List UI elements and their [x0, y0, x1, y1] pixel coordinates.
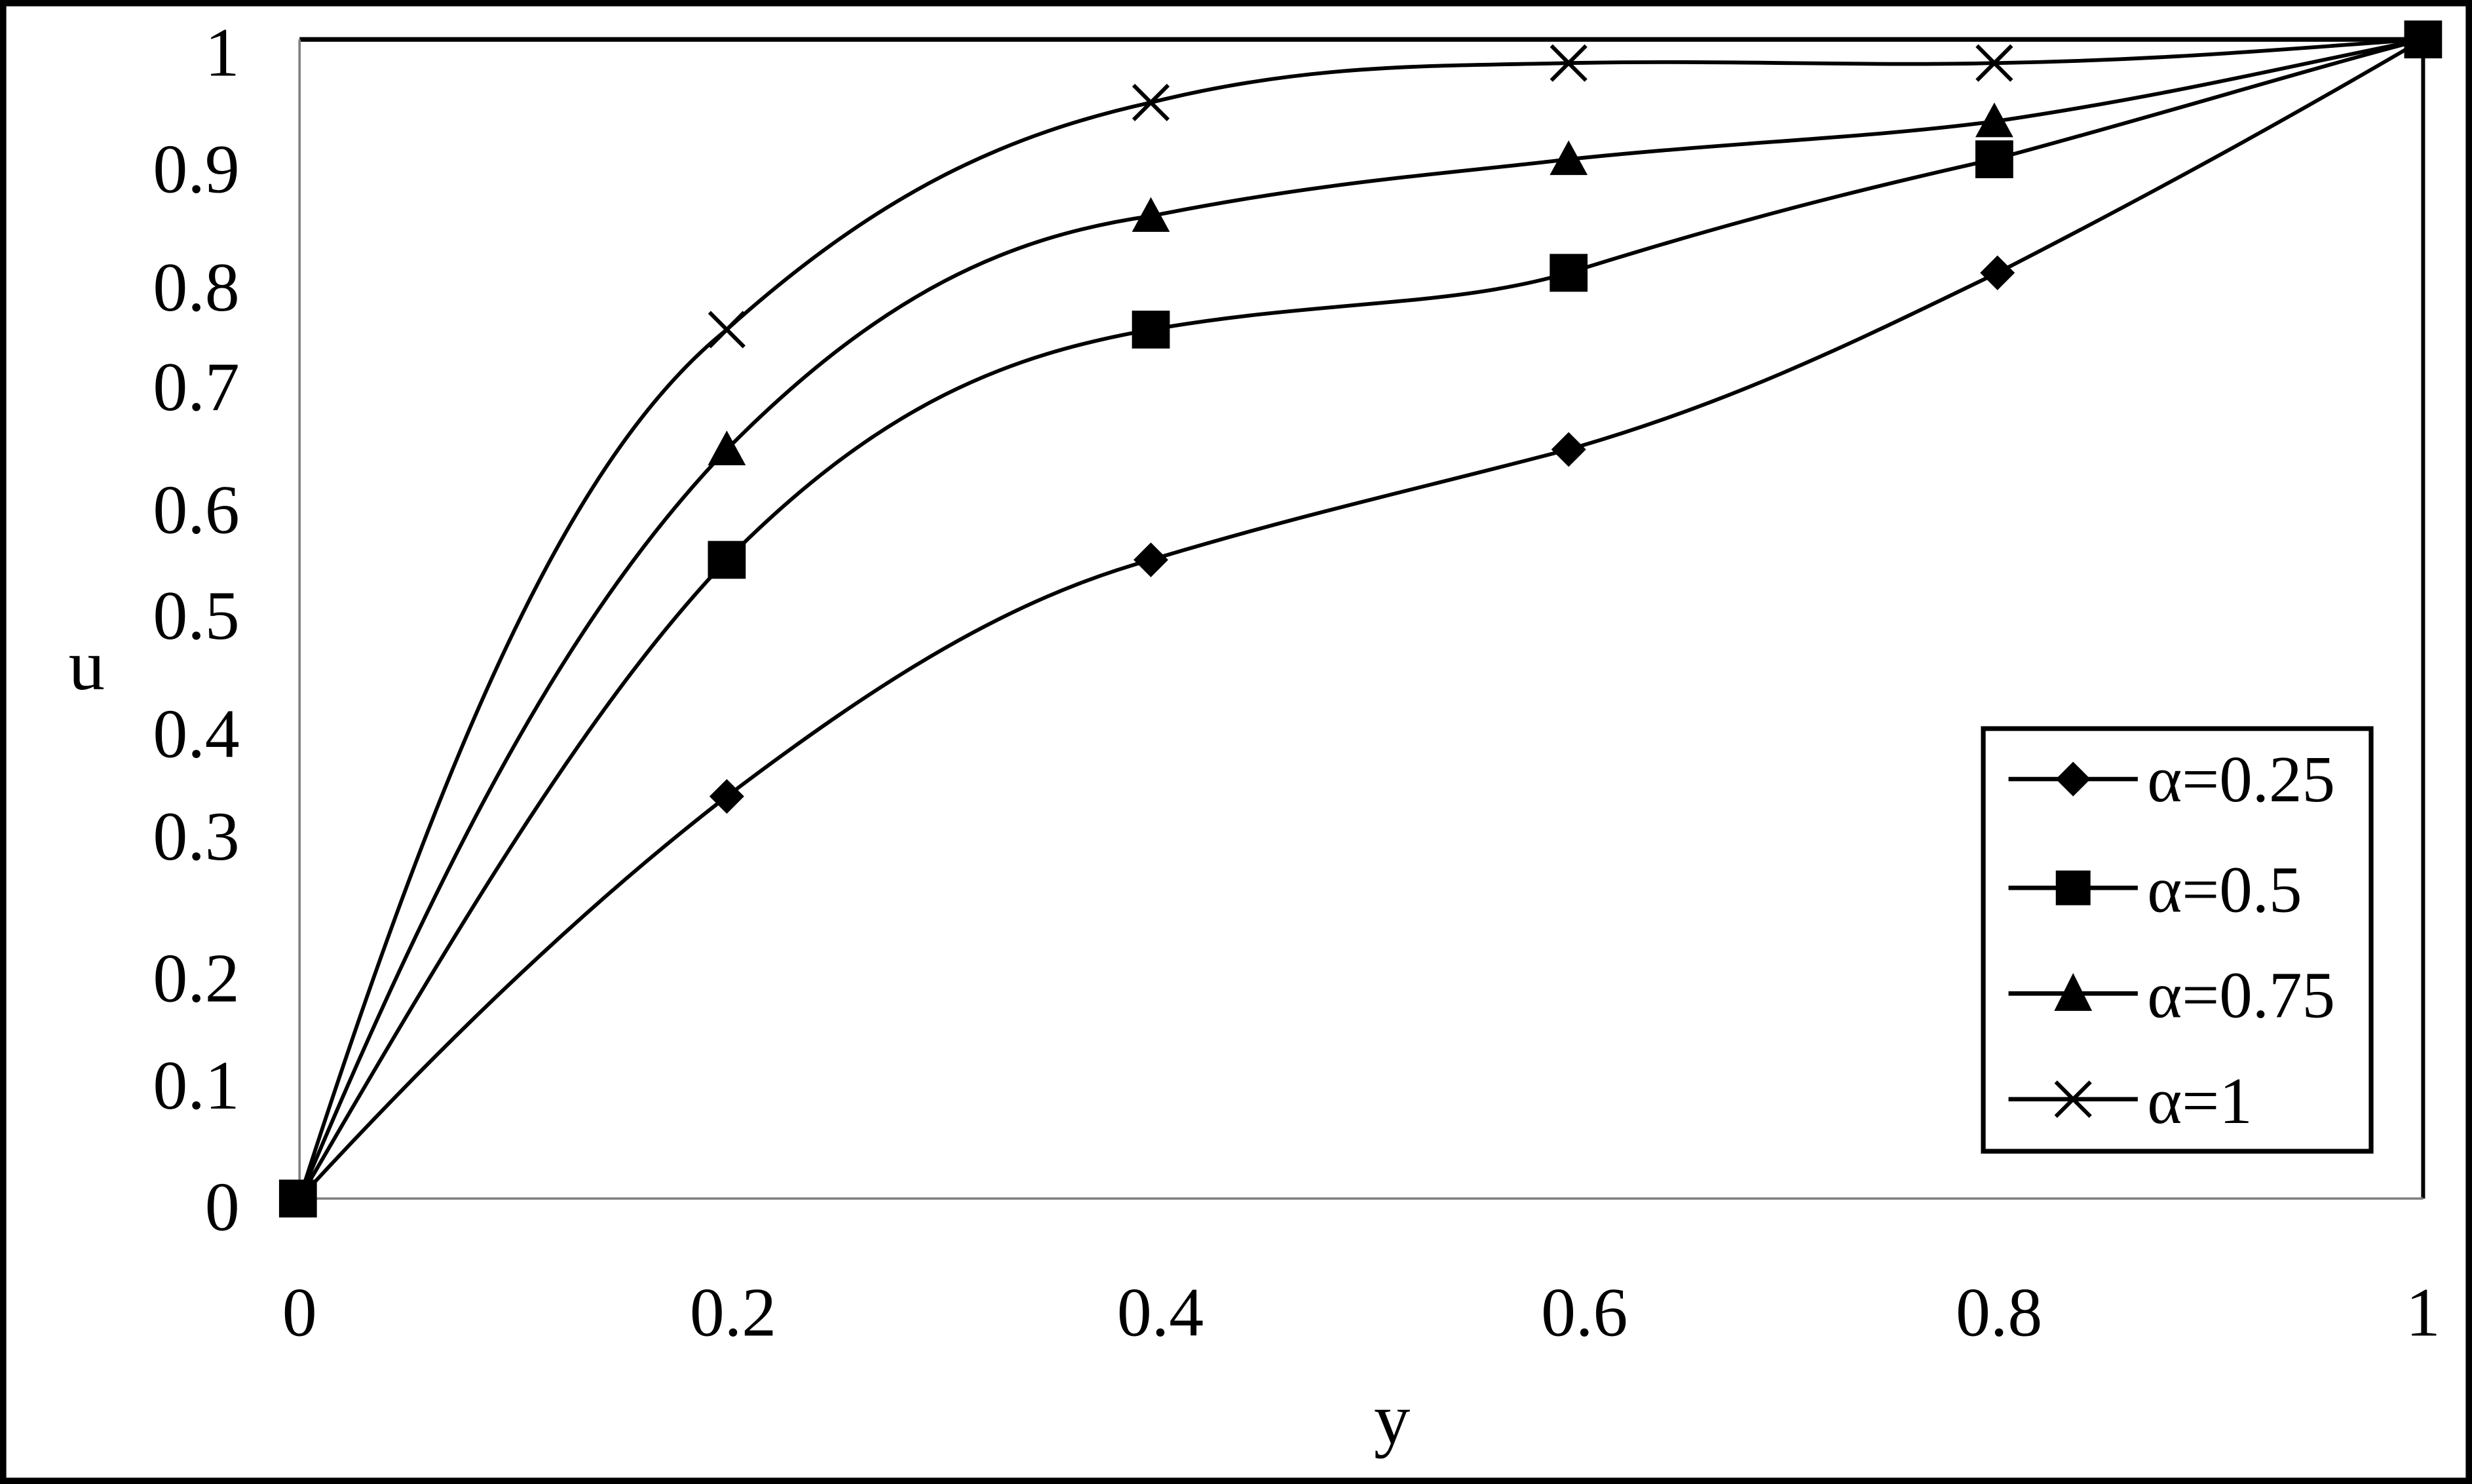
diamond-marker-icon [709, 779, 744, 814]
y-tick-label: 0.4 [153, 695, 239, 772]
x-marker-icon [1975, 44, 2013, 82]
y-tick-label: 0.6 [153, 472, 239, 548]
legend-item-alpha-0.75: α=0.75 [2008, 959, 2335, 1032]
legend-item-alpha-1: α=1 [2008, 1064, 2253, 1137]
markers-alpha-1 [708, 44, 2013, 349]
square-marker-icon [1131, 311, 1170, 349]
legend-label: α=0.25 [2147, 742, 2335, 816]
y-tick-label: 0.8 [153, 249, 239, 326]
markers-alpha-0.5 [278, 20, 2443, 1218]
y-tick-label: 0.5 [153, 577, 239, 654]
y-tick-label: 0.9 [153, 131, 239, 208]
legend-item-alpha-0.25: α=0.25 [2008, 742, 2335, 816]
diamond-marker-icon [1133, 542, 1169, 577]
x-tick-label: 0.2 [690, 1274, 776, 1351]
x-marker-icon [2054, 1080, 2092, 1118]
series-line-alpha-0.25 [298, 37, 2424, 1200]
square-marker-icon [278, 1179, 317, 1218]
series-line-alpha-1 [297, 37, 2424, 1200]
y-tick-label: 0.1 [153, 1047, 239, 1124]
y-tick-label: 0.2 [153, 940, 239, 1016]
series-line-alpha-0.5 [297, 37, 2424, 1200]
x-tick-label: 0 [282, 1274, 317, 1351]
markers-alpha-0.25 [709, 255, 2015, 814]
legend-label: α=1 [2147, 1064, 2252, 1137]
square-marker-icon [708, 541, 746, 579]
triangle-marker-icon [708, 430, 746, 466]
legend-label: α=0.5 [2147, 852, 2302, 926]
triangle-marker-icon [2054, 973, 2093, 1011]
x-tick-label: 0.6 [1541, 1274, 1627, 1351]
y-tick-label: 0.7 [153, 349, 239, 425]
x-marker-icon [1131, 83, 1170, 122]
triangle-marker-icon [1131, 197, 1170, 232]
diamond-marker-icon [1551, 432, 1586, 467]
square-marker-icon [1550, 254, 1588, 292]
legend-box [1981, 726, 2374, 1154]
y-tick-label: 0 [205, 1168, 240, 1245]
y-axis-label: u [69, 624, 105, 705]
square-marker-icon [2055, 870, 2091, 905]
square-marker-icon [2404, 20, 2443, 59]
x-marker-icon [1550, 44, 1588, 82]
legend: α=0.25 α=0.5 α=0.75 α=1 [1981, 726, 2374, 1154]
y-tick-labels: 1 0.9 0.8 0.7 0.6 0.5 0.4 0.3 0.2 0.1 0 [153, 14, 239, 1246]
plot-area [298, 37, 2425, 1200]
x-tick-label: 0.8 [1956, 1274, 2042, 1351]
y-tick-label: 1 [205, 14, 240, 91]
y-tick-label: 0.3 [153, 798, 239, 875]
triangle-marker-icon [1550, 140, 1588, 176]
series-lines [297, 37, 2424, 1200]
series-line-alpha-0.75 [297, 37, 2424, 1200]
x-tick-label: 1 [2406, 1274, 2441, 1351]
diamond-marker-icon [1980, 255, 2015, 290]
x-tick-labels: 0 0.2 0.4 0.6 0.8 1 [282, 1274, 2441, 1351]
markers-alpha-0.75 [708, 102, 2013, 466]
legend-item-alpha-0.5: α=0.5 [2008, 852, 2302, 926]
x-axis-label: y [1374, 1378, 1410, 1458]
x-marker-icon [708, 311, 746, 349]
x-tick-label: 0.4 [1117, 1274, 1204, 1351]
square-marker-icon [1975, 140, 2013, 178]
legend-label: α=0.75 [2147, 959, 2335, 1032]
triangle-marker-icon [1975, 102, 2013, 138]
